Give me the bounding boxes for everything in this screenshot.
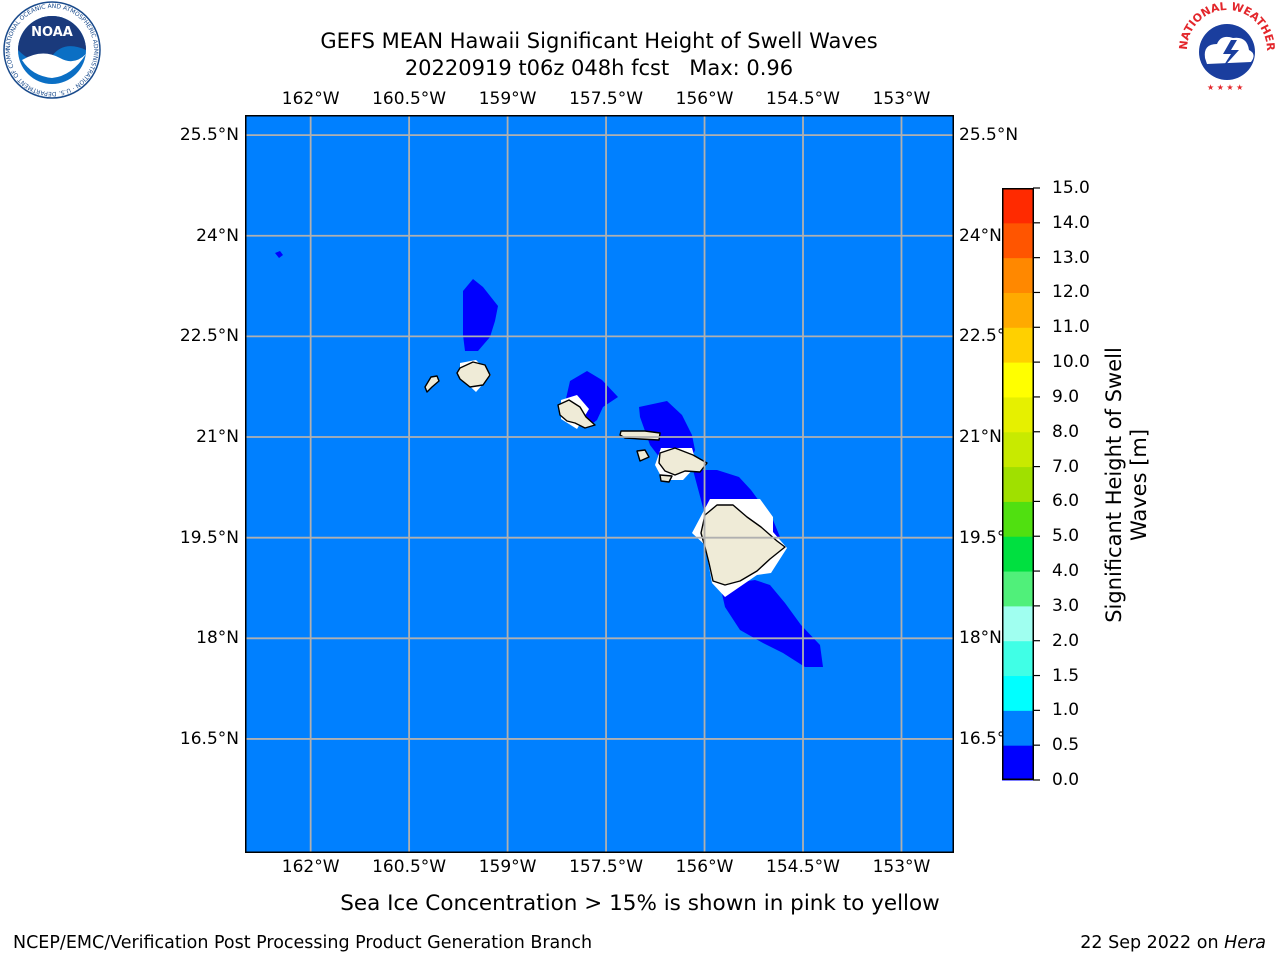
- lon-label-bottom: 159°W: [478, 857, 537, 877]
- ocean-background: [245, 115, 954, 853]
- colorbar-segment: [1002, 466, 1034, 502]
- map-subtitle: 20220919 t06z 048h fcst Max: 0.96: [404, 56, 794, 80]
- island-oahu: [557, 399, 596, 429]
- colorbar: [1002, 187, 1040, 781]
- colorbar-segment: [1002, 222, 1034, 259]
- island-hawaii: [700, 504, 786, 586]
- nws-logo: NATIONAL WEATHER SERVICE ★ ★ ★ ★: [1177, 0, 1277, 98]
- map-title: GEFS MEAN Hawaii Significant Height of S…: [320, 29, 878, 53]
- lat-label-right: 25.5°N: [959, 125, 1019, 146]
- lat-label-left: 18°N: [196, 628, 239, 649]
- nws-stars-icon: ★ ★ ★ ★: [1207, 83, 1243, 92]
- sea-ice-note: Sea Ice Concentration > 15% is shown in …: [340, 891, 940, 916]
- colorbar-level-label: 13.0: [1052, 247, 1090, 268]
- colorbar-level-label: 7.0: [1052, 456, 1080, 477]
- noaa-logo: NATIONAL OCEANIC AND ATMOSPHERIC ADMINIS…: [2, 0, 101, 99]
- contour-niihau-north: [463, 279, 498, 351]
- colorbar-level-label: 1.0: [1052, 700, 1080, 721]
- lon-label-top: 159°W: [478, 89, 537, 109]
- lon-label-top: 160.5°W: [372, 89, 447, 109]
- machine-name: Hera: [1224, 933, 1266, 953]
- colorbar-segment: [1002, 327, 1034, 363]
- colorbar-segment: [1002, 501, 1034, 537]
- colorbar-level-label: 15.0: [1052, 178, 1090, 198]
- lat-label-left: 19.5°N: [179, 527, 239, 548]
- lon-label-top: 156°W: [675, 89, 734, 109]
- lat-label-left: 25.5°N: [179, 125, 239, 146]
- lon-label-bottom: 162°W: [281, 857, 340, 877]
- colorbar-level-label: 6.0: [1052, 491, 1080, 512]
- credit-text: NCEP/EMC/Verification Post Processing Pr…: [13, 933, 593, 953]
- colorbar-title-line1: Significant Height of Swell: [1102, 347, 1126, 623]
- colorbar-title-line2: Waves [m]: [1127, 428, 1151, 542]
- colorbar-level-label: 0.5: [1052, 735, 1080, 756]
- colorbar-segment: [1002, 188, 1034, 224]
- lat-label-left: 22.5°N: [179, 326, 239, 347]
- colorbar-segment: [1002, 257, 1034, 293]
- lon-label-bottom: 156°W: [675, 857, 734, 877]
- lon-label-bottom: 160.5°W: [372, 857, 447, 877]
- date-text: 22 Sep 2022 on: [1080, 933, 1219, 953]
- colorbar-segment: [1002, 292, 1034, 328]
- lon-label-top: 157.5°W: [569, 89, 644, 109]
- colorbar-level-label: 12.0: [1052, 282, 1090, 303]
- lat-label-left: 21°N: [196, 427, 239, 448]
- colorbar-segment: [1002, 675, 1034, 711]
- contour-molokai: [639, 401, 695, 463]
- contour-hawaii-south: [720, 580, 823, 667]
- lon-label-bottom: 153°W: [872, 857, 931, 877]
- graticule: [245, 115, 954, 853]
- lon-label-top: 154.5°W: [766, 89, 840, 109]
- colorbar-segment: [1002, 362, 1034, 398]
- island-kahoolawe: [659, 474, 673, 483]
- lat-label-right: 18°N: [959, 628, 1002, 649]
- island-lanai: [636, 449, 650, 462]
- island-molokai: [619, 430, 661, 441]
- colorbar-segment: [1002, 431, 1034, 468]
- colorbar-segment: [1002, 536, 1034, 572]
- lat-label-right: 21°N: [959, 427, 1002, 448]
- colorbar-segment: [1002, 396, 1034, 433]
- date-stamp: 22 Sep 2022 on Hera: [1080, 932, 1266, 954]
- colorbar-level-label: 9.0: [1052, 386, 1080, 407]
- islands: [424, 361, 786, 586]
- colorbar-segment: [1002, 605, 1034, 642]
- lon-label-bottom: 154.5°W: [766, 857, 840, 877]
- island-maui: [658, 447, 708, 476]
- colorbar-level-label: 8.0: [1052, 421, 1080, 442]
- colorbar-level-label: 2.0: [1052, 630, 1080, 651]
- lat-label-right: 24°N: [959, 225, 1002, 246]
- colorbar-level-label: 0.0: [1052, 770, 1080, 790]
- colorbar-title: Significant Height of Swell Waves [m]: [1102, 347, 1152, 623]
- colorbar-level-label: 5.0: [1052, 526, 1080, 547]
- lon-label-top: 153°W: [872, 89, 931, 109]
- colorbar-level-label: 11.0: [1052, 317, 1090, 338]
- map-frame: [245, 115, 954, 853]
- colorbar-level-label: 4.0: [1052, 561, 1080, 582]
- contour-nw-dot: [275, 251, 283, 258]
- noaa-logo-text: NOAA: [31, 25, 73, 40]
- island-kauai: [456, 361, 491, 388]
- lat-label-left: 16.5°N: [179, 728, 239, 749]
- colorbar-level-label: 14.0: [1052, 212, 1090, 233]
- colorbar-level-label: 1.5: [1052, 665, 1080, 686]
- colorbar-frame: [1002, 188, 1034, 780]
- lat-label-left: 24°N: [196, 225, 239, 246]
- lon-label-top: 162°W: [281, 89, 340, 109]
- colorbar-segment: [1002, 640, 1034, 677]
- colorbar-level-label: 10.0: [1052, 352, 1090, 373]
- island-niihau: [424, 375, 440, 393]
- map-plot: [245, 115, 954, 853]
- lon-label-bottom: 157.5°W: [569, 857, 644, 877]
- colorbar-level-label: 3.0: [1052, 595, 1080, 616]
- colorbar-segment: [1002, 571, 1034, 607]
- colorbar-segment: [1002, 710, 1034, 746]
- colorbar-segment: [1002, 745, 1034, 781]
